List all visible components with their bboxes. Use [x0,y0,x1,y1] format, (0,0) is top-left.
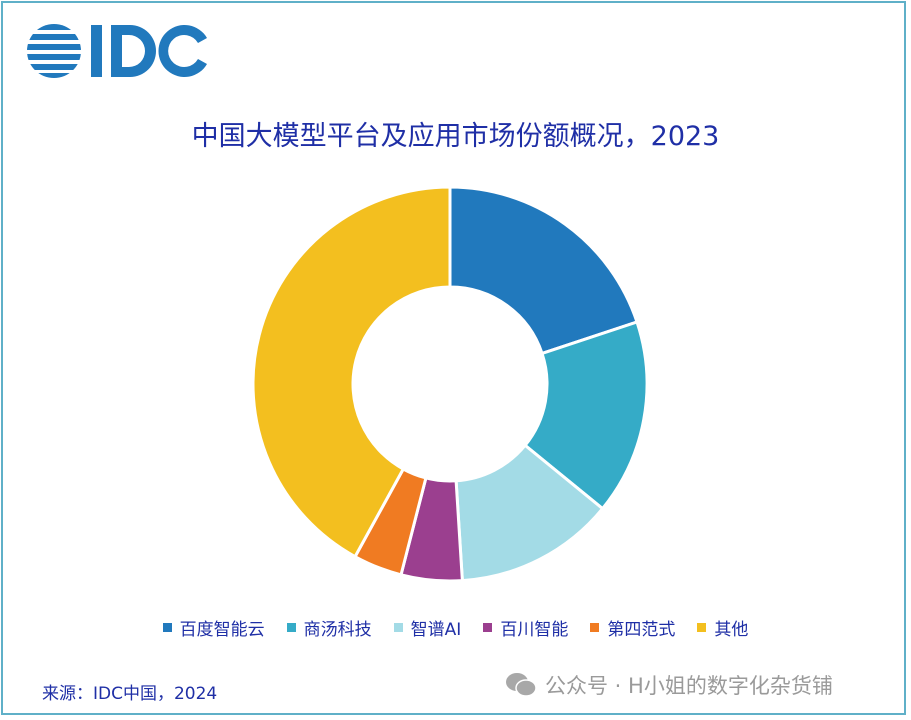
legend-item: 其他 [697,615,748,640]
legend: 百度智能云 商汤科技 智谱AI 百川智能 第四范式 其他 [0,615,911,640]
legend-label: 其他 [714,620,749,640]
legend-item: 商汤科技 [286,615,372,640]
legend-swatch [162,623,172,632]
slice-1 [523,320,649,511]
legend-label: 商汤科技 [303,620,372,640]
legend-label: 第四范式 [607,620,676,640]
legend-swatch [286,623,296,632]
wechat-icon [505,672,537,698]
legend-item: 智谱AI [393,615,462,640]
legend-label: 智谱AI [410,620,462,640]
source-note: 来源：IDC中国，2024 [42,684,218,704]
legend-label: 百川智能 [500,620,569,640]
watermark: 公众号 · H小姐的数字化杂货铺 [505,670,833,700]
idc-logo [27,20,212,84]
legend-label: 百度智能云 [179,620,265,640]
legend-swatch [393,623,403,632]
chart-title: 中国大模型平台及应用市场份额概况，2023 [191,121,720,152]
slice-0 [448,185,639,356]
slice-5 [251,185,452,559]
legend-item: 百川智能 [483,615,568,640]
legend-swatch [590,623,600,632]
legend-swatch [483,623,493,632]
legend-swatch [697,623,707,632]
watermark-text: 公众号 · H小姐的数字化杂货铺 [545,674,833,698]
legend-item: 第四范式 [590,615,675,640]
legend-item: 百度智能云 [162,615,265,640]
